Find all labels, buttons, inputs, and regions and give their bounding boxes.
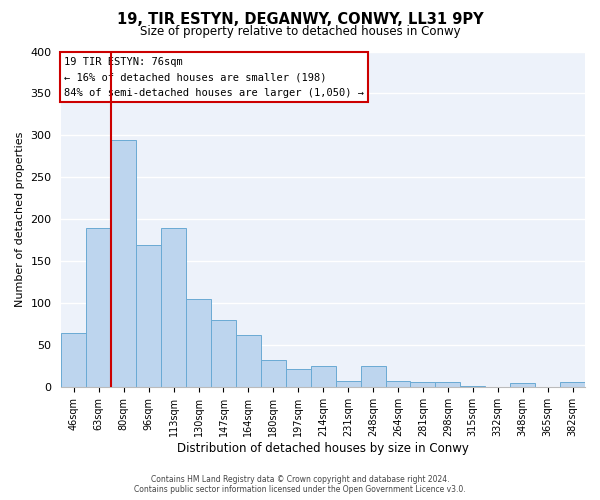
Bar — [460, 386, 485, 388]
Bar — [286, 369, 311, 388]
Bar — [236, 336, 261, 388]
Text: 19, TIR ESTYN, DEGANWY, CONWY, LL31 9PY: 19, TIR ESTYN, DEGANWY, CONWY, LL31 9PY — [116, 12, 484, 28]
Bar — [86, 228, 111, 388]
Bar — [510, 384, 535, 388]
Bar — [61, 333, 86, 388]
Y-axis label: Number of detached properties: Number of detached properties — [15, 132, 25, 307]
Bar — [211, 320, 236, 388]
Text: Size of property relative to detached houses in Conwy: Size of property relative to detached ho… — [140, 25, 460, 38]
Text: Contains HM Land Registry data © Crown copyright and database right 2024.
Contai: Contains HM Land Registry data © Crown c… — [134, 474, 466, 494]
Bar — [186, 300, 211, 388]
Bar — [410, 382, 436, 388]
Bar — [386, 381, 410, 388]
Bar — [436, 382, 460, 388]
Bar — [136, 244, 161, 388]
Text: 19 TIR ESTYN: 76sqm
← 16% of detached houses are smaller (198)
84% of semi-detac: 19 TIR ESTYN: 76sqm ← 16% of detached ho… — [64, 56, 364, 98]
X-axis label: Distribution of detached houses by size in Conwy: Distribution of detached houses by size … — [177, 442, 469, 455]
Bar — [311, 366, 335, 388]
Bar — [111, 140, 136, 388]
Bar — [335, 381, 361, 388]
Bar — [560, 382, 585, 388]
Bar — [161, 228, 186, 388]
Bar — [361, 366, 386, 388]
Bar — [261, 360, 286, 388]
